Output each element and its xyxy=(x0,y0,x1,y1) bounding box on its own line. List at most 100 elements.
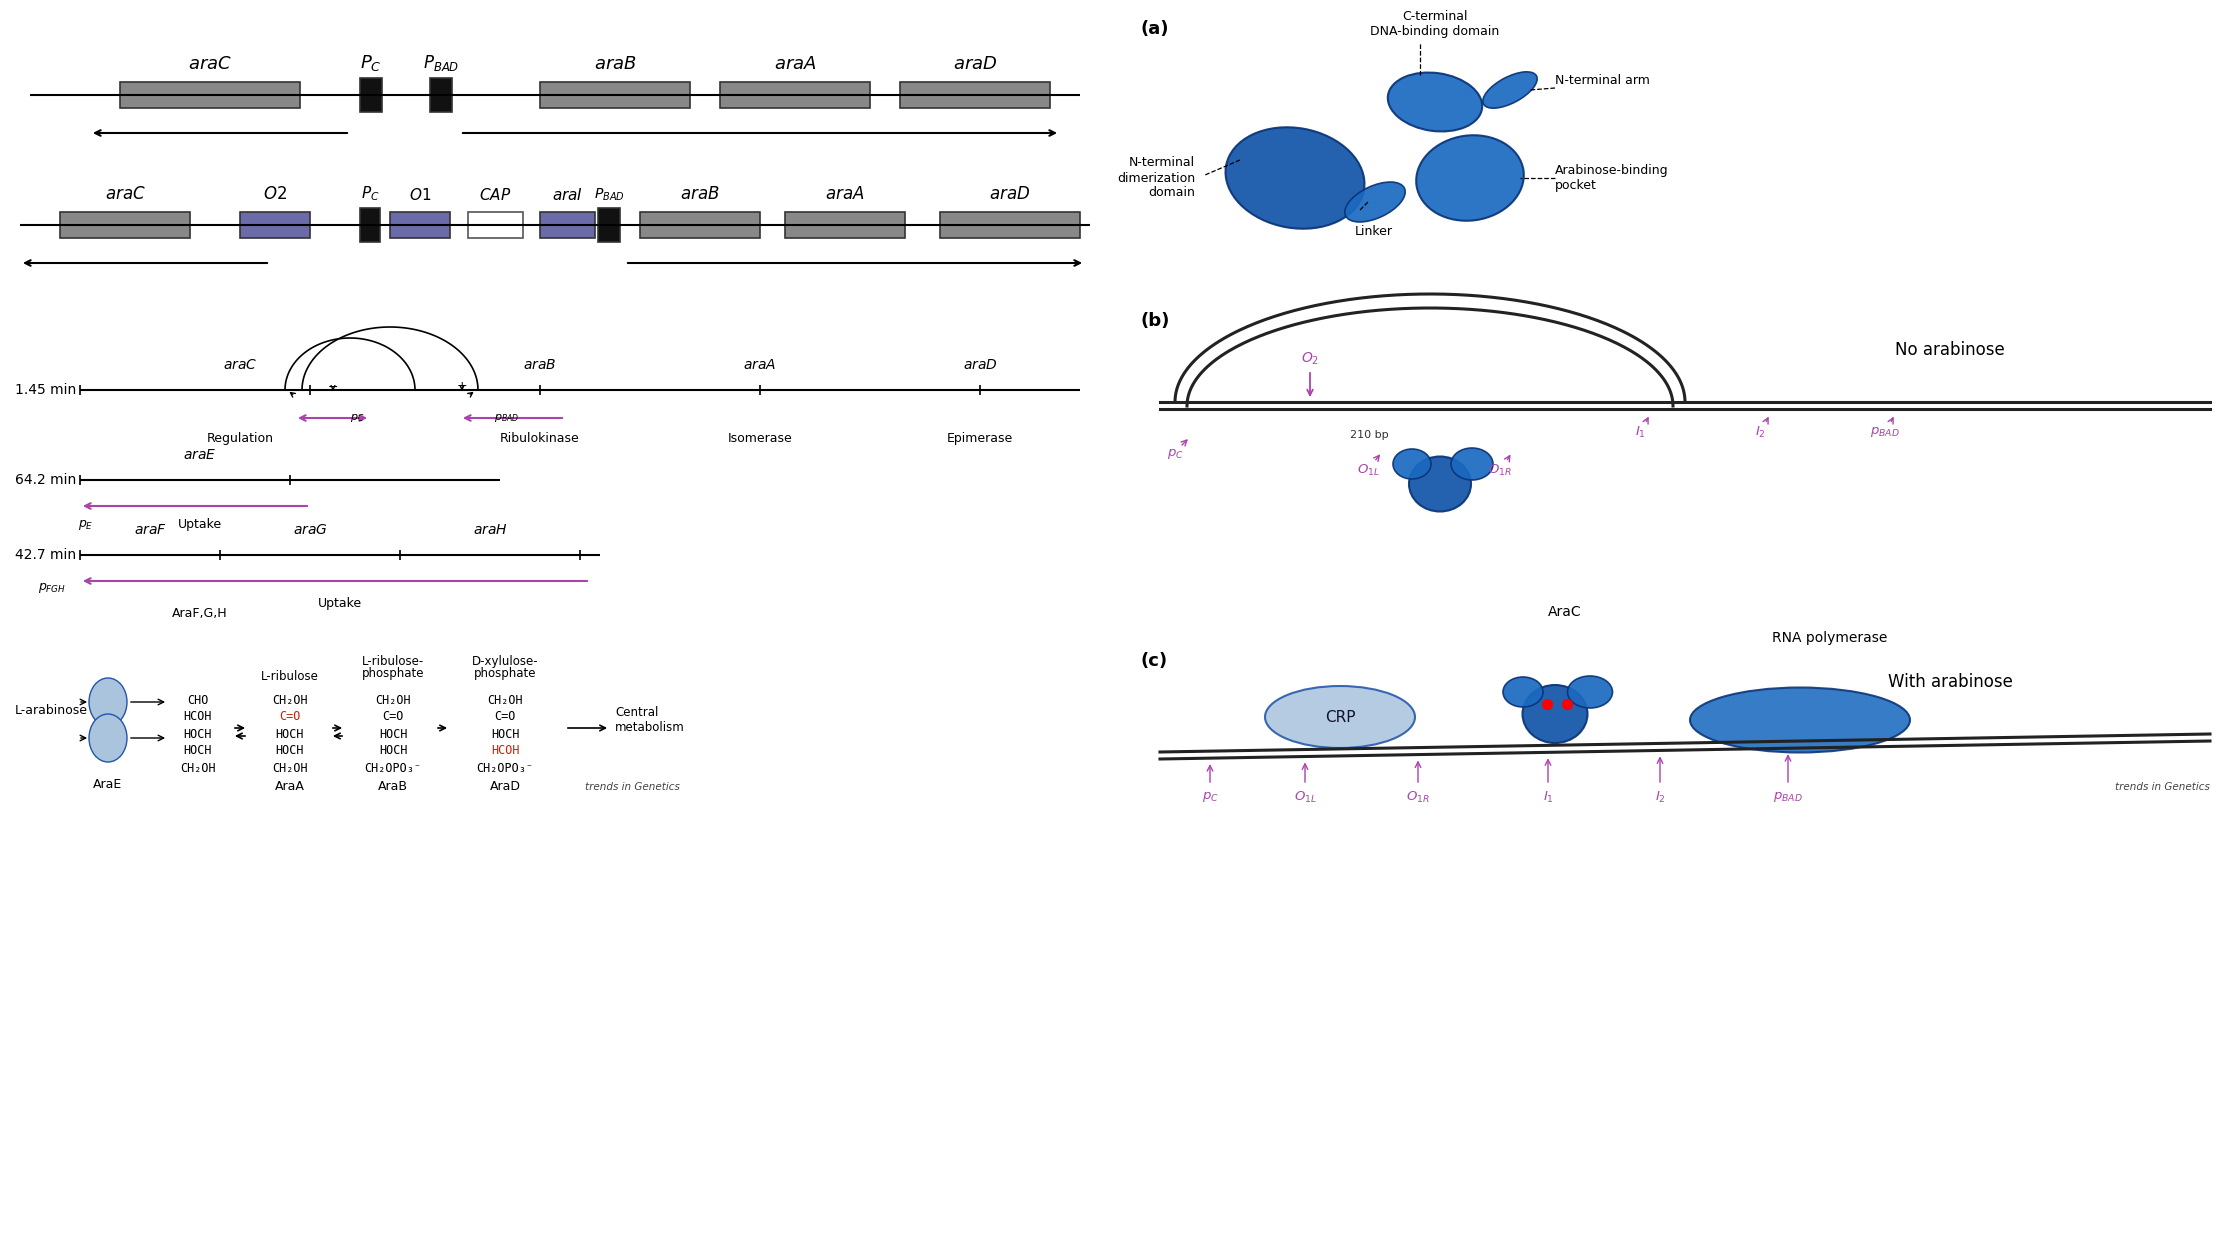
Bar xyxy=(784,212,905,238)
Text: CH₂OH: CH₂OH xyxy=(486,693,522,707)
Ellipse shape xyxy=(1266,685,1416,748)
Ellipse shape xyxy=(1483,72,1537,108)
Text: C=O: C=O xyxy=(495,711,515,723)
Bar xyxy=(900,82,1051,108)
Text: C-terminal
DNA-binding domain: C-terminal DNA-binding domain xyxy=(1371,10,1499,38)
Text: $p_C$: $p_C$ xyxy=(1167,447,1183,461)
Text: N-terminal arm: N-terminal arm xyxy=(1555,73,1651,87)
Text: $\it{araG}$: $\it{araG}$ xyxy=(293,523,327,537)
Text: (c): (c) xyxy=(1140,651,1167,670)
Text: $\it{araB}$: $\it{araB}$ xyxy=(681,185,719,203)
Text: HOCH: HOCH xyxy=(491,727,520,741)
Bar xyxy=(430,78,452,112)
Text: Isomerase: Isomerase xyxy=(728,432,793,445)
Text: AraB: AraB xyxy=(379,780,408,793)
Text: $p_{BAD}$: $p_{BAD}$ xyxy=(495,412,520,425)
Text: $\it{P_{BAD}}$: $\it{P_{BAD}}$ xyxy=(594,186,625,203)
Text: Epimerase: Epimerase xyxy=(948,432,1012,445)
Text: $\it{araF}$: $\it{araF}$ xyxy=(134,523,166,537)
Text: HOCH: HOCH xyxy=(276,727,305,741)
Ellipse shape xyxy=(1568,677,1613,708)
Text: AraD: AraD xyxy=(491,780,520,793)
Text: HCOH: HCOH xyxy=(184,711,213,723)
Text: AraF,G,H: AraF,G,H xyxy=(172,607,228,620)
Text: HOCH: HOCH xyxy=(379,745,408,757)
Bar xyxy=(540,82,690,108)
Bar xyxy=(598,208,620,242)
Ellipse shape xyxy=(1409,456,1472,512)
Text: $O_{1L}$: $O_{1L}$ xyxy=(1292,790,1317,805)
Text: 64.2 min: 64.2 min xyxy=(16,472,76,488)
Text: $\it{araD}$: $\it{araD}$ xyxy=(963,358,997,372)
Text: $I_1$: $I_1$ xyxy=(1543,790,1555,805)
Text: HOCH: HOCH xyxy=(184,727,213,741)
Text: 210 bp: 210 bp xyxy=(1351,430,1389,440)
Bar xyxy=(390,212,450,238)
Text: RNA polymerase: RNA polymerase xyxy=(1772,631,1888,645)
Ellipse shape xyxy=(1523,685,1588,743)
Text: CH₂OH: CH₂OH xyxy=(374,693,410,707)
Text: No arabinose: No arabinose xyxy=(1895,341,2005,359)
Text: $I_1$: $I_1$ xyxy=(1635,425,1646,440)
Bar xyxy=(240,212,309,238)
Text: $I_2$: $I_2$ xyxy=(1754,425,1765,440)
Text: $\it{araI}$: $\it{araI}$ xyxy=(551,186,582,203)
Text: L-arabinose: L-arabinose xyxy=(16,703,87,717)
Text: CH₂OH: CH₂OH xyxy=(179,761,215,775)
Text: $\it{O2}$: $\it{O2}$ xyxy=(262,185,287,203)
Text: CH₂OH: CH₂OH xyxy=(273,693,307,707)
Ellipse shape xyxy=(90,714,128,762)
Bar xyxy=(361,78,383,112)
Text: CH₂OH: CH₂OH xyxy=(273,761,307,775)
Text: HOCH: HOCH xyxy=(379,727,408,741)
Ellipse shape xyxy=(1452,449,1494,480)
Text: $\pm$: $\pm$ xyxy=(457,379,468,393)
Text: $\it{O1}$: $\it{O1}$ xyxy=(410,186,430,203)
Text: $\it{araE}$: $\it{araE}$ xyxy=(184,449,217,462)
Text: 1.45 min: 1.45 min xyxy=(16,383,76,397)
Text: $\it{araB}$: $\it{araB}$ xyxy=(524,358,558,372)
Text: $O_{1R}$: $O_{1R}$ xyxy=(1487,462,1512,478)
Text: $\it{araH}$: $\it{araH}$ xyxy=(473,523,508,537)
Ellipse shape xyxy=(1689,688,1911,752)
Text: trends in Genetics: trends in Genetics xyxy=(2115,782,2211,793)
Text: $O_2$: $O_2$ xyxy=(1301,350,1319,367)
Text: $p_{FGH}$: $p_{FGH}$ xyxy=(38,581,67,595)
Text: Uptake: Uptake xyxy=(177,518,222,530)
Text: $\it{CAP}$: $\it{CAP}$ xyxy=(479,186,511,203)
Bar xyxy=(540,212,596,238)
Text: $\it{araC}$: $\it{araC}$ xyxy=(105,185,146,203)
Text: $\it{araC}$: $\it{araC}$ xyxy=(188,55,233,73)
Text: L-ribulose-: L-ribulose- xyxy=(363,655,423,668)
Text: $p_{BAD}$: $p_{BAD}$ xyxy=(1774,790,1803,804)
Text: $\it{araA}$: $\it{araA}$ xyxy=(773,55,815,73)
Text: CHO: CHO xyxy=(188,693,208,707)
Text: $p_{BAD}$: $p_{BAD}$ xyxy=(1870,425,1900,438)
Ellipse shape xyxy=(1416,135,1523,220)
Ellipse shape xyxy=(1503,677,1543,707)
Text: HOCH: HOCH xyxy=(184,745,213,757)
Text: With arabinose: With arabinose xyxy=(1888,673,2012,690)
Ellipse shape xyxy=(1225,127,1364,229)
Bar xyxy=(121,82,300,108)
Text: AraC: AraC xyxy=(1548,605,1581,619)
Bar xyxy=(60,212,190,238)
Text: Uptake: Uptake xyxy=(318,597,363,610)
Text: 42.7 min: 42.7 min xyxy=(16,548,76,562)
Text: $I_2$: $I_2$ xyxy=(1655,790,1664,805)
Text: Arabinose-binding
pocket: Arabinose-binding pocket xyxy=(1555,164,1669,192)
Text: D-xylulose-: D-xylulose- xyxy=(473,655,538,668)
Text: C=O: C=O xyxy=(280,711,300,723)
Text: CRP: CRP xyxy=(1324,709,1355,724)
Text: $-$: $-$ xyxy=(327,379,338,393)
Text: $\it{araD}$: $\it{araD}$ xyxy=(990,185,1030,203)
Text: Ribulokinase: Ribulokinase xyxy=(500,432,580,445)
Text: AraA: AraA xyxy=(276,780,305,793)
Text: Regulation: Regulation xyxy=(206,432,273,445)
Text: CH₂OPO₃⁻: CH₂OPO₃⁻ xyxy=(365,761,421,775)
Text: $\it{P_{BAD}}$: $\it{P_{BAD}}$ xyxy=(423,53,459,73)
Text: $\it{araA}$: $\it{araA}$ xyxy=(744,358,777,372)
Text: $p_C$: $p_C$ xyxy=(1201,790,1219,804)
Bar xyxy=(641,212,759,238)
Text: $\it{P_C}$: $\it{P_C}$ xyxy=(361,184,379,203)
